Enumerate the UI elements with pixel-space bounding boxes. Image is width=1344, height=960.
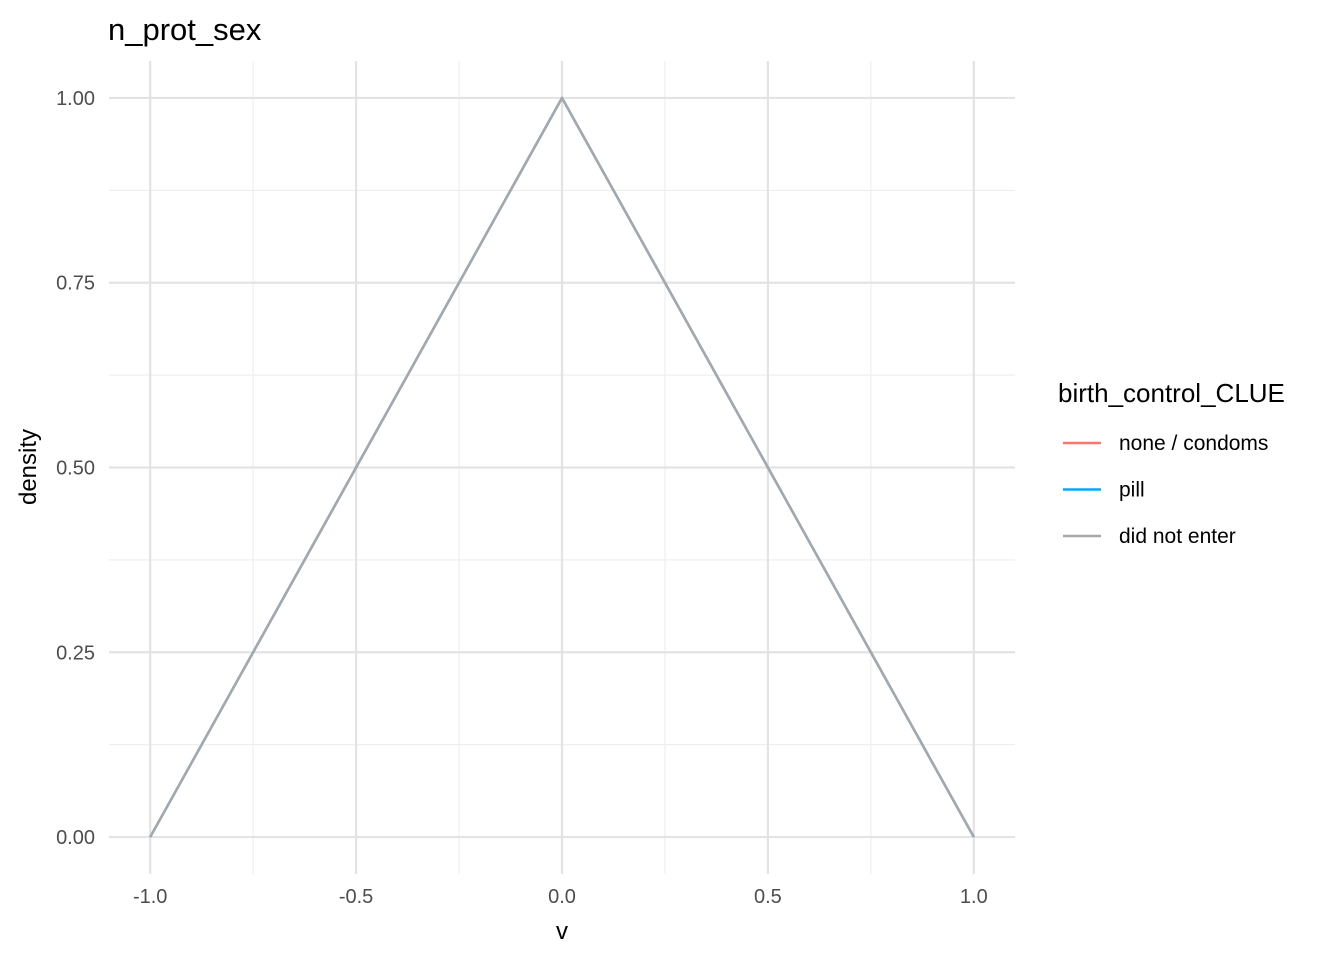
- legend-title: birth_control_CLUE: [1058, 378, 1285, 408]
- legend-item-did-not-enter: did not enter: [1063, 525, 1236, 548]
- legend-item-none-condoms: none / condoms: [1063, 432, 1268, 455]
- y-tick-label: 0.00: [56, 827, 95, 849]
- series-line-did-not-enter: [149, 96, 975, 838]
- y-tick-label: 0.25: [56, 642, 95, 664]
- x-tick-label: -0.5: [339, 886, 373, 908]
- x-axis-tick-labels: -1.0 -0.5 0.0 0.5 1.0: [133, 886, 988, 908]
- x-axis-title: v: [556, 918, 568, 945]
- y-tick-label: 1.00: [56, 88, 95, 110]
- x-tick-label: 0.0: [548, 886, 576, 908]
- legend-label: did not enter: [1119, 525, 1236, 548]
- major-gridlines: [109, 61, 1015, 874]
- legend-label: none / condoms: [1119, 432, 1268, 455]
- x-tick-label: 1.0: [960, 886, 988, 908]
- y-tick-label: 0.75: [56, 273, 95, 295]
- legend-label: pill: [1119, 479, 1145, 502]
- y-axis-title: density: [15, 429, 42, 505]
- y-tick-label: 0.50: [56, 458, 95, 480]
- x-tick-label: -1.0: [133, 886, 167, 908]
- legend-items: none / condoms pill did not enter: [1063, 432, 1268, 548]
- x-tick-label: 0.5: [754, 886, 782, 908]
- y-axis-tick-labels: 0.00 0.25 0.50 0.75 1.00: [56, 88, 95, 849]
- chart-title: n_prot_sex: [108, 12, 262, 47]
- legend-item-pill: pill: [1063, 479, 1145, 502]
- series-lines: [149, 96, 975, 838]
- legend: birth_control_CLUE none / condoms pill did…: [1058, 378, 1285, 548]
